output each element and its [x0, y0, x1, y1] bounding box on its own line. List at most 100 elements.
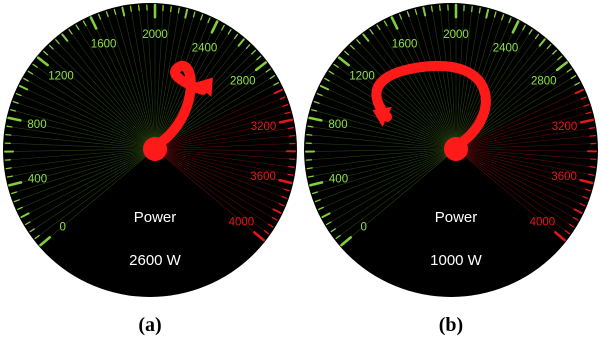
rim-tick [12, 100, 19, 104]
fan-line [154, 148, 289, 191]
rim-tick [362, 33, 370, 42]
rim-tick [15, 93, 22, 97]
rim-tick [307, 175, 315, 178]
fan-line [7, 126, 156, 150]
rim-tick [398, 13, 403, 20]
fan-line [307, 142, 457, 150]
tick-label: 1200 [48, 71, 74, 83]
rim-tick [356, 39, 361, 45]
rim-tick [288, 134, 295, 137]
rim-tick [569, 223, 575, 228]
rim-tick [308, 116, 323, 122]
rim-tick [588, 173, 595, 176]
fan-line [370, 30, 457, 150]
power-gauge-a: 040080012001600200024002800320036004000 … [3, 3, 297, 297]
gauge-panel-a: 0 400 800 1200 1600 2000 2400 2800 3200 3600 4000 … [0, 0, 300, 339]
fan-line [10, 148, 156, 186]
fan-line [22, 148, 156, 217]
tick-label: 2000 [142, 29, 168, 41]
tick-label: 400 [329, 173, 348, 185]
fan-line [319, 148, 457, 210]
rim-tick [287, 127, 294, 130]
rim-tick [406, 11, 410, 18]
fan-line [399, 15, 457, 150]
rim-tick [265, 68, 271, 73]
needle-arrow-head [372, 106, 392, 127]
fan-line [30, 148, 156, 232]
fan-line [56, 40, 156, 150]
tick-label: 800 [27, 119, 46, 131]
fan-line [455, 148, 595, 160]
rim-tick [555, 61, 569, 72]
fan-line [106, 12, 156, 150]
fan-line [50, 45, 156, 150]
rim-tick [344, 50, 350, 56]
rim-tick [324, 77, 330, 82]
fan-line [154, 148, 268, 234]
fan-line [8, 148, 156, 178]
fan-line [455, 148, 590, 191]
fan-line [331, 148, 457, 232]
fan-line [327, 148, 457, 225]
fan-line [154, 148, 273, 227]
rim-tick [29, 228, 35, 233]
fan-line [91, 18, 156, 150]
rim-tick [32, 63, 38, 68]
fan-line [98, 15, 156, 150]
rim-tick [6, 175, 14, 178]
fan-line [35, 148, 156, 239]
fan-line [28, 71, 156, 150]
rim-tick [340, 236, 353, 247]
rim-tick [589, 134, 596, 137]
power-gauge-b: 040080012001600200024002800320036004000 … [304, 3, 598, 297]
fan-line [41, 148, 156, 245]
fan-line [154, 6, 164, 150]
rim-tick [501, 14, 505, 21]
rim-tick [282, 103, 289, 107]
fan-line [154, 143, 294, 150]
rim-tick [34, 234, 40, 240]
rim-tick [23, 77, 29, 82]
fan-line [329, 71, 457, 150]
rim-tick [8, 181, 23, 187]
rim-tick [278, 178, 293, 185]
rim-tick [583, 103, 590, 107]
rim-tick [281, 195, 288, 199]
rim-tick [511, 20, 520, 34]
fan-line [455, 148, 574, 227]
fan-line [455, 7, 473, 150]
fan-line [83, 21, 156, 150]
fan-line [26, 148, 156, 225]
tick-label: 400 [28, 173, 47, 185]
rim-tick [272, 208, 282, 214]
fan-line [7, 148, 156, 169]
rim-tick [75, 24, 80, 31]
rim-tick [6, 125, 13, 128]
fan-line [363, 35, 457, 150]
rim-tick [121, 6, 126, 17]
fan-line [455, 148, 592, 183]
rim-tick [588, 127, 595, 130]
fan-line [154, 82, 278, 150]
rim-tick [245, 44, 251, 50]
fan-line [336, 148, 457, 239]
fan-line [455, 127, 594, 150]
fan-line [146, 5, 156, 150]
fan-line [431, 7, 457, 150]
fan-line [455, 148, 581, 213]
rim-tick [269, 75, 276, 80]
fan-line [455, 148, 585, 206]
tick-label: 0 [59, 221, 65, 233]
rim-tick [552, 49, 558, 55]
fan-line [415, 10, 457, 150]
rim-tick [251, 49, 257, 55]
fan-line [17, 93, 156, 150]
rim-tick [237, 38, 245, 47]
rim-tick [288, 165, 295, 168]
rim-tick [283, 188, 290, 192]
fan-line [154, 112, 290, 150]
fan-line [6, 134, 156, 150]
fan-line [455, 6, 465, 150]
fan-line [154, 135, 294, 150]
needle-arrow-shaft [371, 60, 491, 148]
